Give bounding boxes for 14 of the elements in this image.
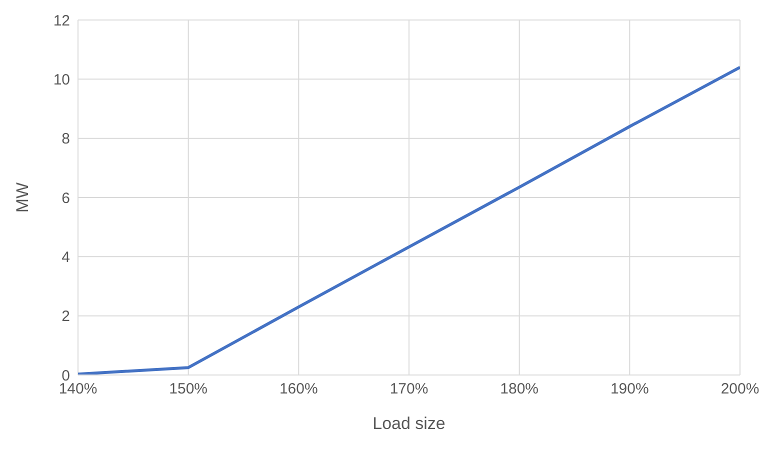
y-axis-title: MW	[13, 182, 32, 213]
x-tick-label: 160%	[279, 380, 318, 398]
y-tick-label: 8	[62, 130, 70, 148]
x-tick-label: 150%	[169, 380, 208, 398]
x-tick-label: 180%	[500, 380, 539, 398]
y-tick-label: 12	[53, 12, 70, 30]
y-tick-label: 4	[62, 248, 70, 266]
x-tick-label: 200%	[720, 380, 760, 398]
x-tick-label: 190%	[610, 380, 649, 398]
x-tick-label: 170%	[390, 380, 428, 398]
x-axis-title: Load size	[372, 414, 446, 433]
y-tick-label: 2	[62, 308, 70, 326]
y-tick-label: 6	[62, 190, 70, 207]
y-tick-label: 10	[53, 71, 70, 88]
